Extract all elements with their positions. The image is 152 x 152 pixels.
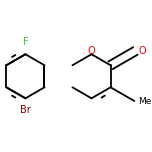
Text: O: O bbox=[88, 46, 95, 56]
Text: Br: Br bbox=[20, 105, 31, 115]
Text: F: F bbox=[23, 37, 28, 47]
Text: O: O bbox=[139, 46, 147, 56]
Text: Me: Me bbox=[138, 97, 151, 105]
